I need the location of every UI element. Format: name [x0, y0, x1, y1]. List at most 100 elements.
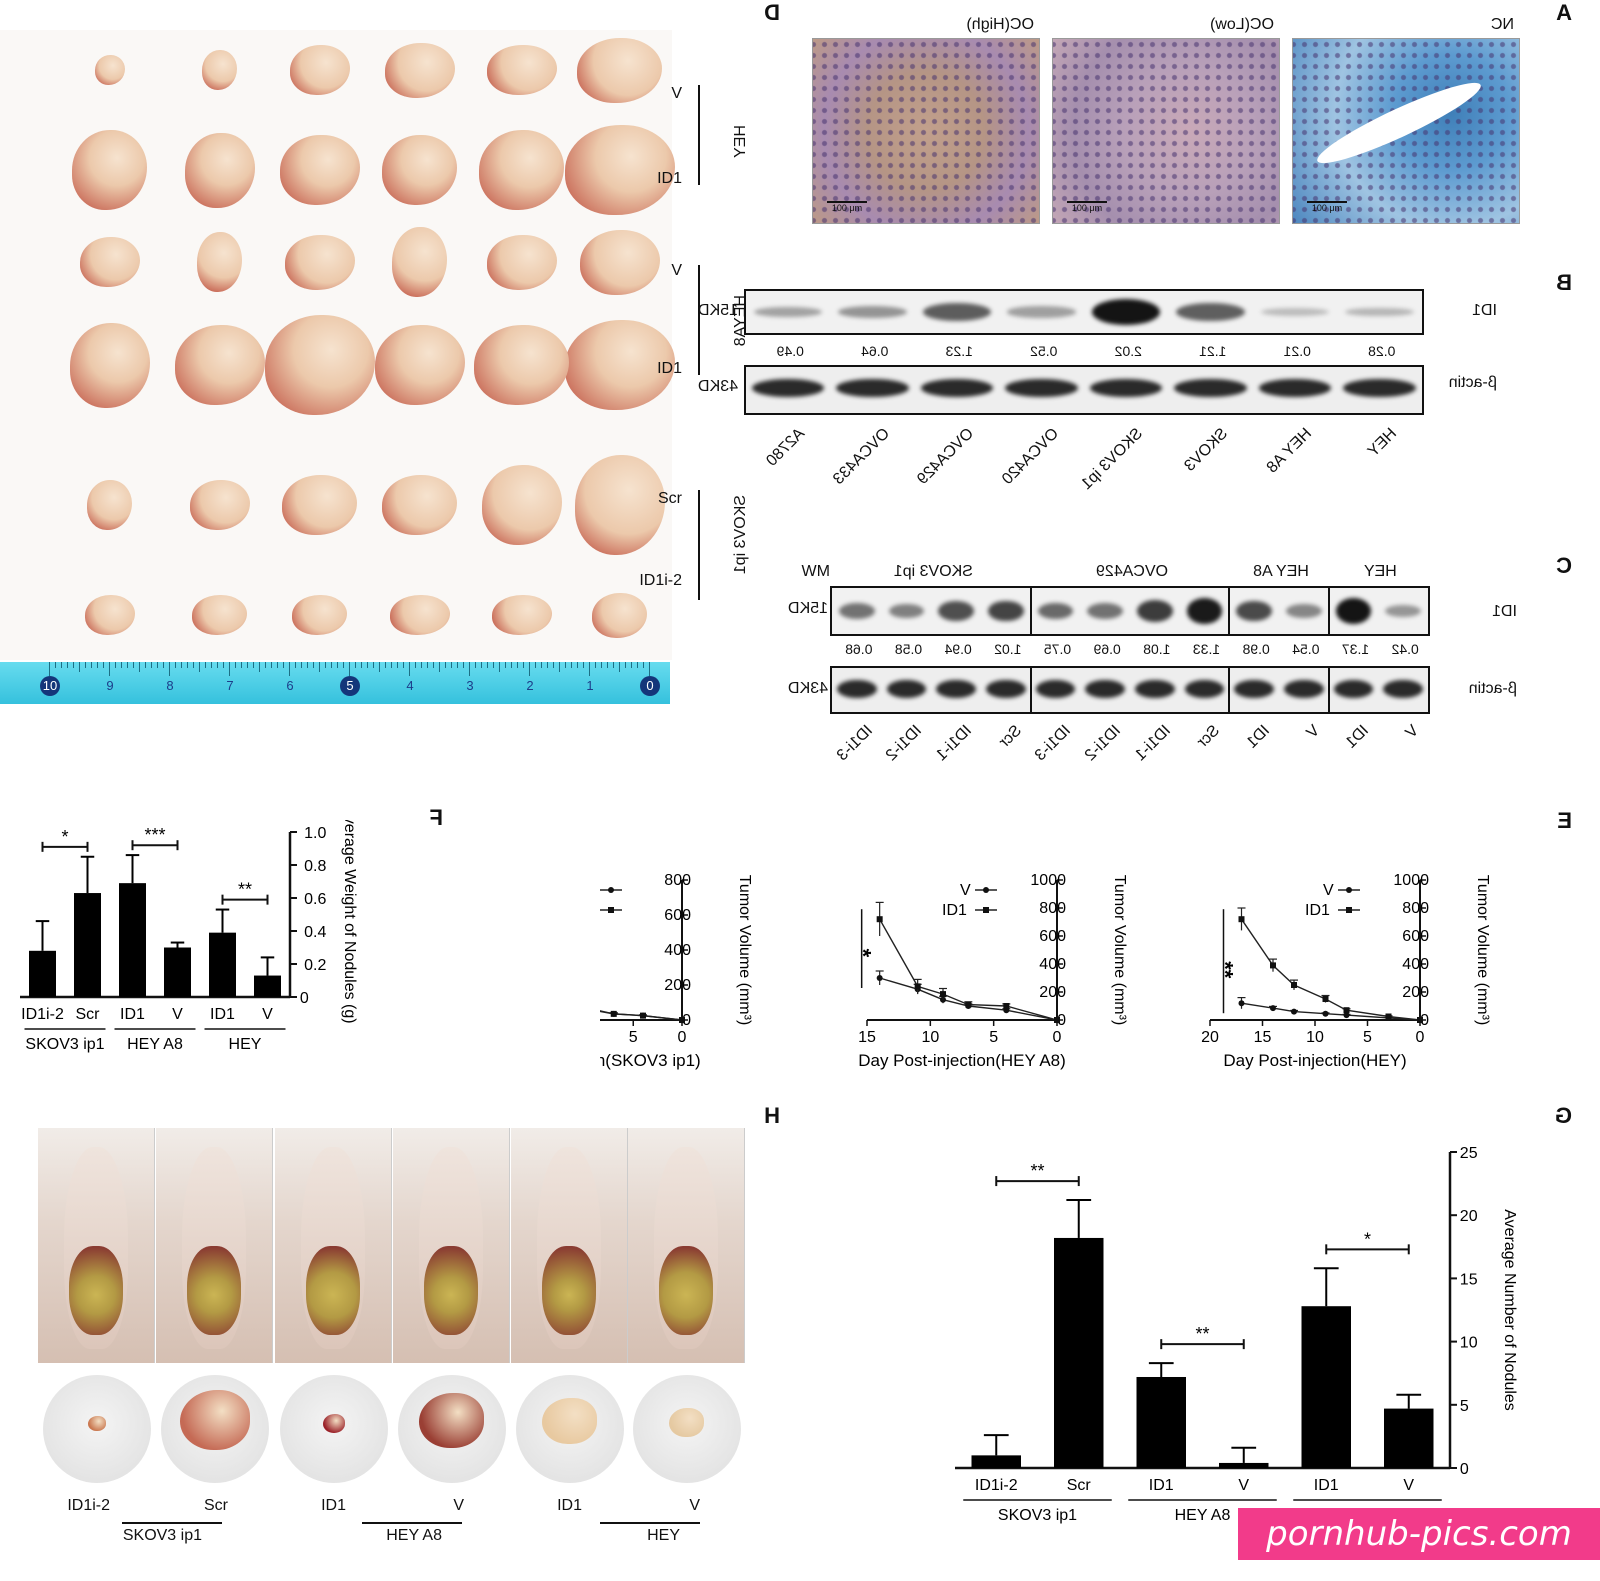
growth-chart-1: 0 200 400 600 800 1000 0 5 10 15 Day Post-injectio…: [851, 872, 1128, 1070]
band-bactin: [1383, 680, 1423, 698]
lane-label: ID1: [1342, 722, 1373, 752]
data-point: [1343, 1007, 1350, 1014]
x-tick-label: 5: [629, 1029, 638, 1046]
band-bactin: [936, 680, 976, 698]
bar: [1136, 1376, 1186, 1468]
ruler-tick: [523, 662, 524, 668]
bar: [254, 975, 281, 997]
data-point: [1003, 1003, 1010, 1009]
ruler-tick: [457, 662, 458, 668]
ruler-tick: [373, 662, 374, 668]
ruler-tick: [385, 662, 386, 668]
lane-label: Scr: [1194, 722, 1224, 751]
ruler-tick: [511, 662, 512, 668]
panel-g-nodule-number-chart: 0 5 10 15 20 25 Average Number of Nodules V ID1 V…: [955, 1145, 1518, 1524]
micrograph-label: OC(Low): [1209, 16, 1274, 33]
ruler-tick: [283, 662, 284, 668]
blot-id1: [830, 586, 1430, 636]
band-bactin: [1090, 379, 1163, 397]
legend-marker: [1346, 887, 1352, 893]
data-point: [914, 983, 921, 990]
significance-mark: **: [1030, 1161, 1044, 1181]
ruler-tick: [301, 662, 302, 668]
x-tick-label: 15: [1254, 1029, 1272, 1046]
group-label: SKOV3 ip1: [122, 1527, 202, 1544]
group-underline: [122, 1522, 222, 1524]
series-line: [879, 918, 1058, 1021]
band-id1: [938, 601, 974, 621]
band-bactin: [1085, 680, 1125, 698]
y-tick-label: 200: [1039, 984, 1066, 1001]
micrograph-1: 100 μm: [1052, 38, 1280, 224]
ruler-tick: [109, 662, 110, 676]
y-tick-label: 200: [664, 977, 691, 994]
nodule-cluster: [419, 1392, 485, 1448]
y-tick-label: 15: [1460, 1271, 1478, 1288]
bar: [1384, 1408, 1434, 1468]
row-cell-label: SKOV3 ip1: [732, 495, 749, 575]
ruler-tick: [493, 662, 494, 668]
y-axis-label: Average Number of Nodules: [1501, 1209, 1518, 1411]
ruler-tick: [307, 662, 308, 668]
y-tick-label: 0.4: [304, 924, 326, 941]
ruler-tick: [127, 662, 128, 668]
data-point: [679, 1017, 685, 1023]
ruler-number: 9: [106, 678, 114, 693]
ruler-tick: [631, 662, 632, 668]
band-bactin: [1343, 379, 1416, 397]
significance-mark: *: [1364, 1229, 1371, 1249]
panel-letter-d: D: [764, 0, 780, 25]
y-tick-label: 1000: [1030, 872, 1066, 889]
ruler-tick: [85, 662, 86, 668]
band-id1: [888, 603, 925, 619]
y-axis-label: Tumor Volume (mm³): [1111, 875, 1128, 1026]
watermark-banner: pornhub-pics.com: [1238, 1508, 1600, 1560]
category-label: ID1: [1149, 1477, 1174, 1494]
ruler-tick: [481, 662, 482, 668]
quant-value: 0.98: [1242, 641, 1270, 657]
quant-value: 0.94: [944, 641, 972, 657]
ruler-tick: [637, 662, 638, 668]
y-tick-label: 25: [1460, 1145, 1478, 1162]
condition-label: ID1: [321, 1497, 346, 1514]
group-label: HEY A8: [1175, 1507, 1231, 1524]
ruler-number: 7: [226, 678, 234, 693]
data-point: [1291, 982, 1297, 988]
ruler-tick: [601, 662, 602, 668]
ruler-tick: [145, 662, 146, 668]
y-tick-label: 600: [664, 907, 691, 924]
ruler-number: 6: [286, 678, 294, 693]
row-bracket: [698, 265, 700, 375]
micrograph-texture: [1053, 39, 1279, 223]
ruler-number: 3: [466, 678, 474, 693]
micrograph-label: NC: [1490, 16, 1514, 33]
band-id1: [1261, 307, 1330, 317]
mouse-photo: [628, 1128, 745, 1363]
ruler-tick: [55, 662, 56, 668]
growth-chart-2: 020040060080005101520Day Post-injection(…: [600, 872, 753, 1070]
y-tick-label: 5: [1460, 1398, 1469, 1415]
ruler-tick: [91, 662, 92, 668]
quant-value: 1.33: [1192, 641, 1221, 657]
mouse-photo: [38, 1128, 155, 1363]
nodule-cluster: [180, 1390, 250, 1450]
band-bactin: [1234, 680, 1274, 698]
data-point: [610, 1010, 617, 1017]
row-group-label: Scr: [658, 490, 682, 507]
band-bactin: [921, 379, 994, 397]
category-label: V: [1238, 1477, 1249, 1494]
ruler-tick: [607, 662, 608, 668]
mouse-photo: [156, 1128, 273, 1363]
ruler-tick: [181, 662, 182, 668]
ruler-tick: [205, 662, 206, 668]
quant-value: 1.37: [1341, 641, 1370, 657]
ruler-tick: [121, 662, 122, 668]
y-tick-label: 800: [1039, 900, 1066, 917]
y-tick-label: 200: [1402, 984, 1429, 1001]
group-label: HEY A8: [1253, 563, 1309, 580]
band-bactin: [886, 680, 927, 698]
y-tick-label: 0.8: [304, 858, 326, 875]
data-point: [1238, 916, 1245, 923]
category-label: ID1i-2: [21, 1006, 64, 1023]
lane-label: OVCA420: [998, 425, 1062, 488]
